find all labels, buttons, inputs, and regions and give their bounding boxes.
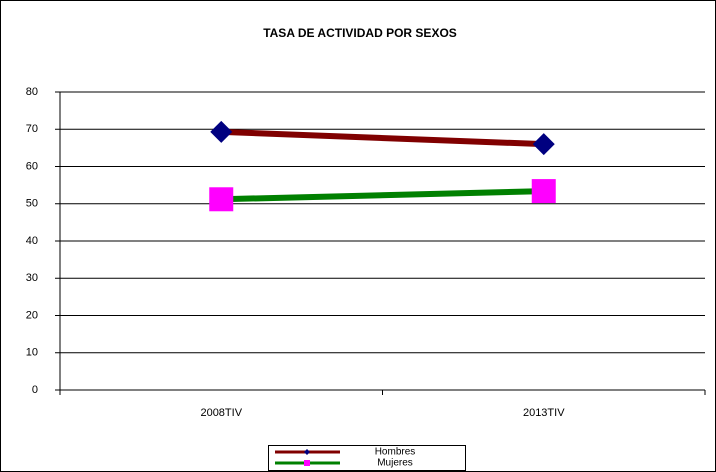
y-tick-label: 40 (26, 235, 38, 247)
marker (531, 179, 556, 204)
y-tick-label: 70 (26, 123, 38, 135)
legend-label: Hombres (375, 447, 416, 458)
x-tick-label: 2008TIV (200, 407, 242, 419)
y-tick-label: 0 (32, 384, 38, 396)
legend-marker (304, 449, 310, 455)
legend-box (268, 445, 466, 471)
line (221, 128, 544, 148)
x-tick-label: 2013TIV (523, 407, 565, 419)
y-tick-label: 80 (26, 86, 38, 98)
chart-title: TASA DE ACTIVIDAD POR SEXOS (263, 26, 457, 40)
y-tick-label: 50 (26, 198, 38, 210)
legend-marker (304, 460, 310, 466)
y-tick-label: 20 (26, 309, 38, 321)
marker (532, 133, 555, 156)
marker (209, 187, 234, 212)
legend-label: Mujeres (377, 458, 413, 469)
y-tick-label: 30 (26, 272, 38, 284)
y-tick-label: 60 (26, 160, 38, 172)
line (221, 188, 544, 203)
marker (210, 120, 233, 143)
y-tick-label: 10 (26, 347, 38, 359)
